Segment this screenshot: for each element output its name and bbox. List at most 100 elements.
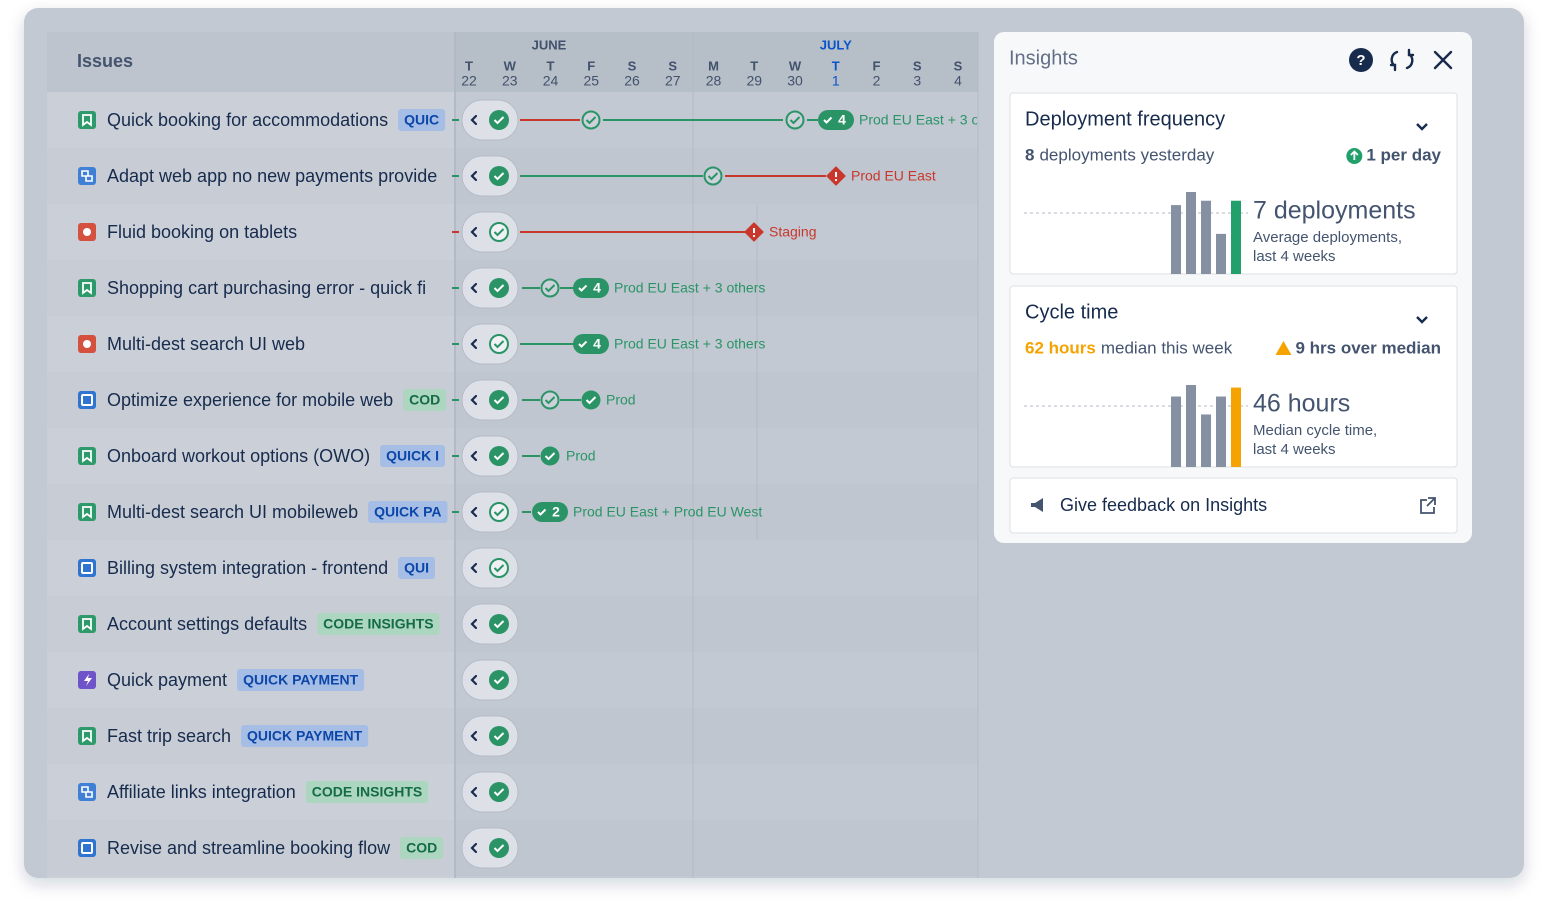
icon-glyph: [82, 114, 92, 127]
status-filled: [489, 726, 509, 746]
issue-tag-label: COD: [409, 392, 440, 408]
metric-trend: 9 hrs over median: [1295, 338, 1441, 357]
environment-label: Prod EU East + 3 others: [614, 336, 765, 352]
deploy-check: [544, 396, 556, 405]
chevron: [470, 282, 478, 294]
feedback-card[interactable]: [1009, 477, 1458, 534]
failed-mark: [834, 178, 838, 182]
insights-title: Insights: [1009, 47, 1078, 69]
issue-type-icon: [78, 503, 96, 521]
day-label: 30: [787, 73, 803, 89]
environment-label: Prod: [566, 448, 596, 464]
icon-glyph: [81, 786, 93, 798]
status-check: [493, 564, 505, 573]
day-label: 28: [706, 73, 722, 89]
day-label: 23: [502, 73, 518, 89]
badge-check: [578, 340, 588, 348]
environment-label: Prod EU East + Prod EU West: [573, 504, 762, 520]
issue-tag-label: QUICK I: [386, 448, 439, 464]
issue-tag-label: QUIC: [404, 112, 439, 128]
chevron: [470, 842, 478, 854]
day-label: 27: [665, 73, 681, 89]
issue-title[interactable]: Affiliate links integration: [107, 782, 296, 802]
issue-title[interactable]: Quick booking for accommodations: [107, 110, 388, 130]
weekday-label: W: [789, 58, 802, 73]
external-icon[interactable]: [1420, 497, 1436, 514]
deploy-badge: [573, 278, 609, 298]
status-check: [493, 452, 505, 461]
issue-title[interactable]: Fluid booking on tablets: [107, 222, 297, 242]
metric-highlight: 62 hours: [1025, 338, 1096, 357]
chevron: [470, 394, 478, 406]
status-filled: [489, 166, 509, 186]
card-collapse[interactable]: [1416, 123, 1428, 131]
day-label: 29: [746, 73, 762, 89]
deploy-badge: [573, 334, 609, 354]
weekday-label: F: [587, 58, 595, 73]
weekday-label: S: [954, 58, 963, 73]
chevron: [470, 786, 478, 798]
issue-title[interactable]: Adapt web app no new payments provide: [107, 166, 437, 186]
bar: [1186, 192, 1196, 274]
card-collapse[interactable]: [1416, 316, 1428, 324]
bar: [1201, 200, 1211, 274]
issue-title[interactable]: Revise and streamline booking flow: [107, 838, 391, 858]
chevron: [470, 170, 478, 182]
icon-glyph: [81, 394, 93, 406]
deploy-check: [544, 284, 556, 293]
deploy-step: [581, 110, 601, 130]
issue-type-icon: [78, 111, 96, 129]
weekday-label: S: [913, 58, 922, 73]
environment-label: Staging: [769, 224, 816, 240]
refresh-button[interactable]: [1389, 48, 1415, 72]
chevron: [470, 338, 478, 350]
environment-label: Prod: [606, 392, 636, 408]
metric-trend: 1 per day: [1366, 145, 1441, 164]
bar: [1231, 387, 1241, 467]
weekday-label: M: [708, 58, 719, 73]
badge-count: 2: [552, 504, 560, 520]
issue-title[interactable]: Multi-dest search UI mobileweb: [107, 502, 358, 522]
status-check: [493, 508, 505, 517]
issue-title[interactable]: Billing system integration - frontend: [107, 558, 388, 578]
caption: Median cycle time,: [1253, 422, 1377, 439]
issue-list: Quick booking for accommodations QUIC Adap…: [78, 109, 448, 859]
icon-glyph: [81, 170, 93, 182]
issue-tag-label: QUICK PAYMENT: [247, 728, 363, 744]
caption: last 4 weeks: [1253, 441, 1336, 458]
help-glyph: ?: [1356, 52, 1365, 69]
issue-title[interactable]: Fast trip search: [107, 726, 231, 746]
header-bar: [47, 32, 978, 93]
card-title: Deployment frequency: [1025, 108, 1225, 130]
issue-title[interactable]: Shopping cart purchasing error - quick f…: [107, 278, 426, 298]
icon-glyph: [82, 506, 92, 519]
issue-title[interactable]: Quick payment: [107, 670, 227, 690]
deploy-step: [785, 110, 805, 130]
environment-label: Prod EU East: [851, 168, 936, 184]
close-button[interactable]: [1433, 50, 1453, 70]
icon-glyph: [82, 730, 92, 743]
help-button[interactable]: [1349, 48, 1373, 72]
issue-tag-label: QUICK PA: [374, 504, 441, 520]
icon-glyph: [82, 618, 92, 631]
feedback-link[interactable]: Give feedback on Insights: [1060, 495, 1267, 515]
issue-title[interactable]: Multi-dest search UI web: [107, 334, 305, 354]
status-check: [493, 676, 505, 685]
deploy-check: [789, 116, 801, 125]
badge-count: 4: [593, 336, 601, 352]
day-label: 24: [543, 73, 559, 89]
status-filled: [489, 278, 509, 298]
weekday-label: T: [832, 58, 840, 73]
deploy-check: [585, 116, 597, 125]
issue-title[interactable]: Optimize experience for mobile web: [107, 390, 393, 410]
weekday-label: S: [668, 58, 677, 73]
deploy-step: [540, 278, 560, 298]
issue-title[interactable]: Onboard workout options (OWO): [107, 446, 370, 466]
bar: [1171, 396, 1181, 467]
deploy-check: [544, 452, 556, 461]
issue-tag: [398, 557, 436, 579]
issue-title[interactable]: Account settings defaults: [107, 614, 307, 634]
issue-tag: [403, 389, 447, 411]
status-outline: [489, 558, 509, 578]
